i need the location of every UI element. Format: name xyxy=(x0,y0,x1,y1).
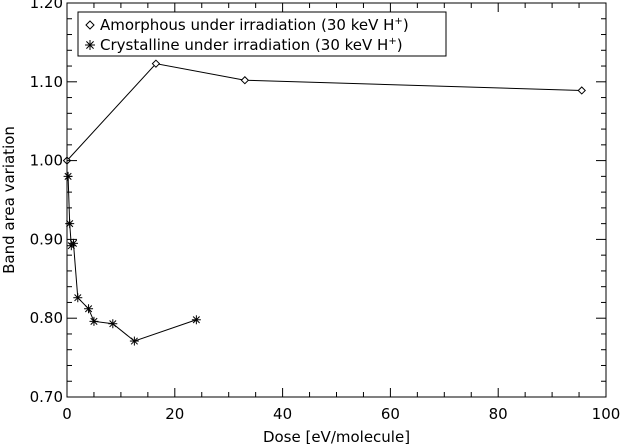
legend-label-superscript: + xyxy=(394,16,402,27)
series-2-point xyxy=(73,293,83,303)
series-2-point xyxy=(68,238,78,248)
legend-marker-2 xyxy=(85,40,95,50)
x-tick-label: 60 xyxy=(381,405,400,423)
legend-label-main: Crystalline under irradiation (30 keV H xyxy=(100,36,388,54)
y-axis-label: Band area variation xyxy=(0,126,18,274)
legend-label-main: Amorphous under irradiation (30 keV H xyxy=(100,16,394,34)
y-tick-label: 0.70 xyxy=(30,388,63,406)
series-1-point xyxy=(240,76,250,85)
x-tick-label: 100 xyxy=(592,405,621,423)
y-tick-label: 1.20 xyxy=(30,0,63,12)
legend-label-end: ) xyxy=(403,16,409,34)
series-2-point xyxy=(89,316,99,326)
legend-label-end: ) xyxy=(397,36,403,54)
legend-label-2: Crystalline under irradiation (30 keV H+… xyxy=(100,36,403,54)
series-2-point xyxy=(84,304,94,314)
series-1-point xyxy=(151,59,161,68)
y-tick-label: 0.80 xyxy=(30,309,63,327)
asterisk-stroke xyxy=(90,317,98,325)
series-2-point xyxy=(108,319,118,329)
x-tick-label: 0 xyxy=(62,405,72,423)
y-tick-label: 1.10 xyxy=(30,73,63,91)
legend-layer: Amorphous under irradiation (30 keV H+)C… xyxy=(77,11,447,57)
series-2-point xyxy=(191,315,201,325)
series-line-1 xyxy=(66,63,582,161)
y-tick-label: 0.90 xyxy=(30,230,63,248)
series-line-2 xyxy=(67,176,197,342)
asterisk-stroke xyxy=(74,294,82,302)
legend-box xyxy=(77,11,447,57)
asterisk-stroke xyxy=(86,41,94,49)
x-tick-label: 40 xyxy=(273,405,292,423)
asterisk-stroke xyxy=(69,239,78,247)
legend-marker-1 xyxy=(85,20,95,30)
asterisk-stroke xyxy=(84,305,93,313)
x-tick-label: 20 xyxy=(165,405,184,423)
x-tick-label: 80 xyxy=(489,405,508,423)
legend-label-1: Amorphous under irradiation (30 keV H+) xyxy=(100,16,409,34)
series-1-point xyxy=(577,86,586,95)
x-axis-label: Dose [eV/molecule] xyxy=(263,428,410,446)
asterisk-stroke xyxy=(109,320,117,328)
series-2-point xyxy=(129,336,139,346)
legend-label-superscript: + xyxy=(388,36,396,47)
asterisk-stroke xyxy=(130,337,138,345)
asterisk-stroke xyxy=(192,316,200,324)
y-tick-label: 1.00 xyxy=(30,152,63,170)
